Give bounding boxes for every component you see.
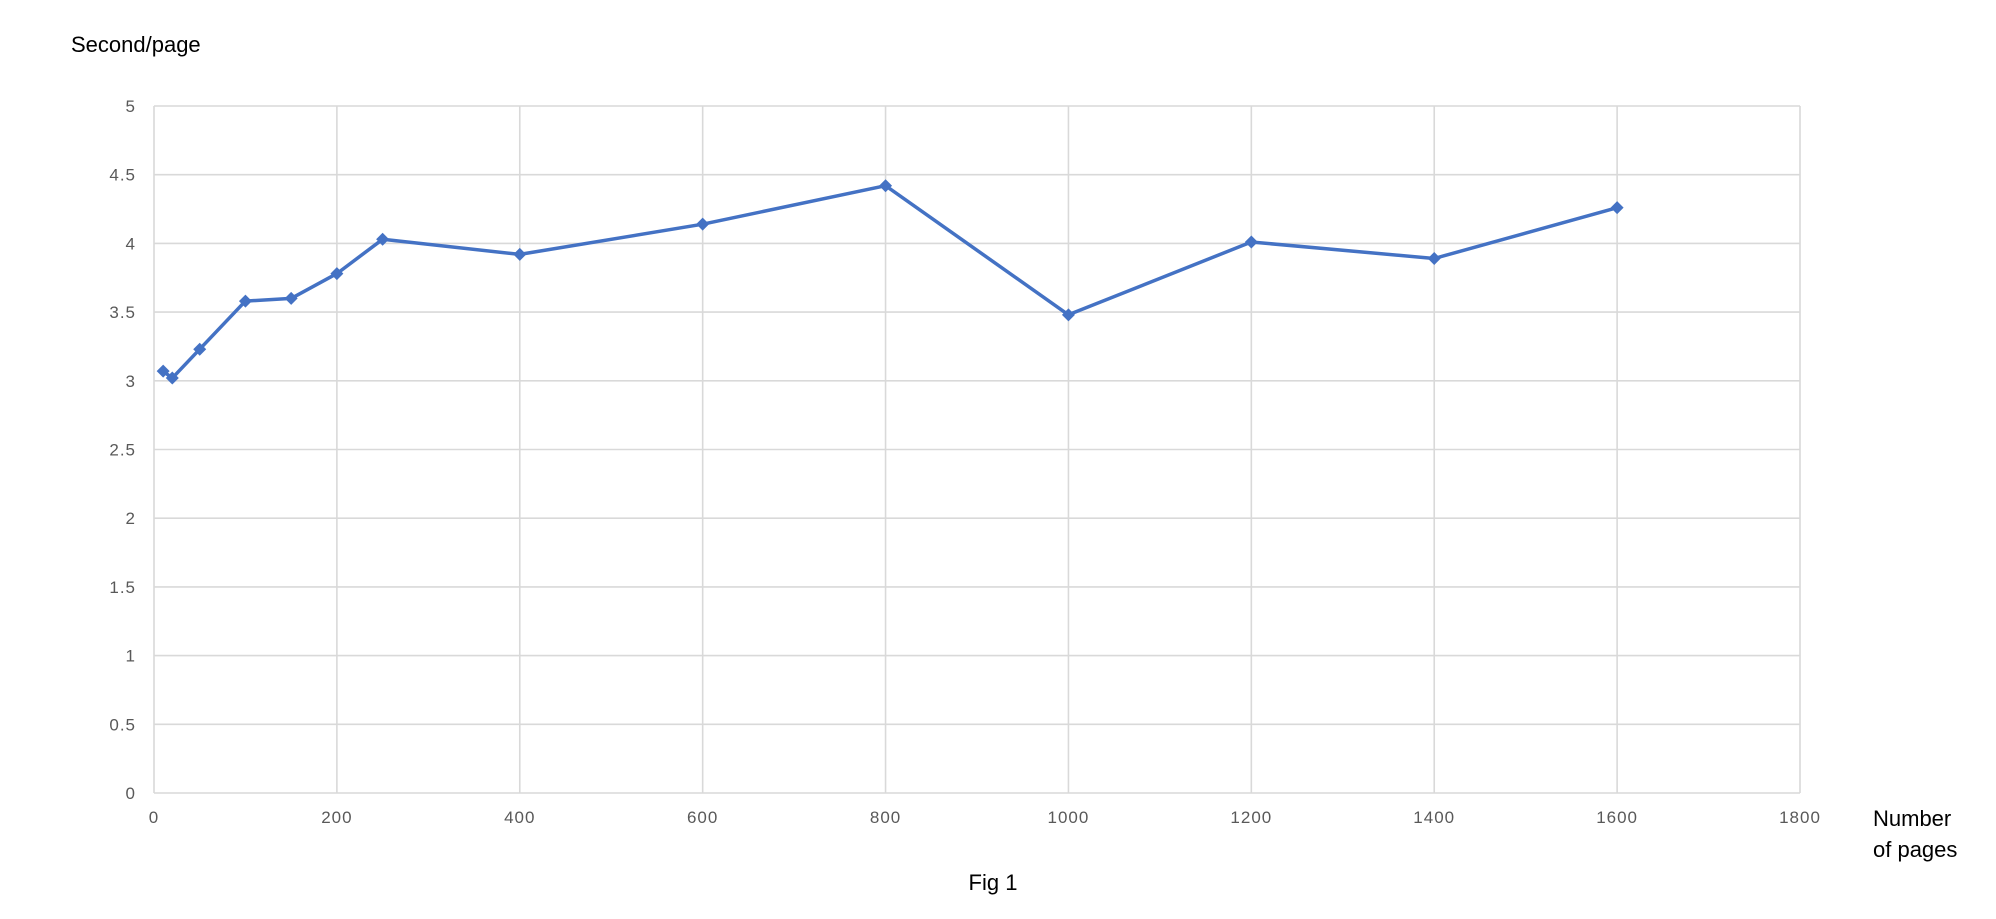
y-tick-label: 4.5	[109, 166, 136, 185]
x-axis-title-line-2: of pages	[1873, 837, 1957, 862]
y-tick-label: 2.5	[109, 441, 136, 460]
y-tick-label: 1	[126, 647, 136, 666]
data-point-marker	[165, 371, 179, 385]
data-point-marker	[879, 179, 893, 193]
data-point-marker	[1244, 235, 1258, 249]
data-point-marker	[1061, 308, 1075, 322]
x-axis-title-line-1: Number	[1873, 806, 1951, 831]
data-point-marker	[513, 247, 527, 261]
data-point-marker	[1610, 201, 1624, 215]
data-point-marker	[1427, 252, 1441, 266]
data-point-marker	[376, 232, 390, 246]
x-tick-label: 1400	[1413, 808, 1455, 827]
x-tick-label: 400	[504, 808, 535, 827]
y-tick-label: 5	[126, 97, 136, 116]
data-point-marker	[330, 267, 344, 281]
data-point-marker	[156, 364, 170, 378]
y-tick-label: 0	[126, 784, 136, 803]
x-tick-label: 1000	[1048, 808, 1090, 827]
x-tick-label: 200	[321, 808, 352, 827]
x-tick-label: 1800	[1779, 808, 1821, 827]
y-tick-label: 0.5	[109, 715, 136, 734]
series-line	[161, 183, 1619, 380]
y-tick-label: 3.5	[109, 303, 136, 322]
x-axis-ticks: 0 200 400 600 800 1000 1200 1400 1600 1800	[149, 808, 1821, 827]
x-tick-label: 0	[149, 808, 159, 827]
x-tick-label: 800	[870, 808, 901, 827]
data-point-marker	[284, 291, 298, 305]
data-point-marker	[193, 342, 207, 356]
y-tick-label: 4	[126, 234, 136, 253]
grid-lines	[153, 105, 1801, 794]
x-tick-label: 1200	[1230, 808, 1272, 827]
y-tick-label: 2	[126, 509, 136, 528]
data-point-marker	[238, 294, 252, 308]
y-tick-label: 1.5	[109, 578, 136, 597]
data-series	[156, 179, 1624, 385]
x-tick-label: 1600	[1596, 808, 1638, 827]
y-axis-ticks: 0 0.5 1 1.5 2 2.5 3 3.5 4 4.5 5	[109, 97, 136, 803]
figure-caption: Fig 1	[969, 870, 1018, 895]
y-axis-title: Second/page	[71, 32, 201, 57]
data-point-marker	[696, 217, 710, 231]
x-tick-label: 600	[687, 808, 718, 827]
y-tick-label: 3	[126, 372, 136, 391]
